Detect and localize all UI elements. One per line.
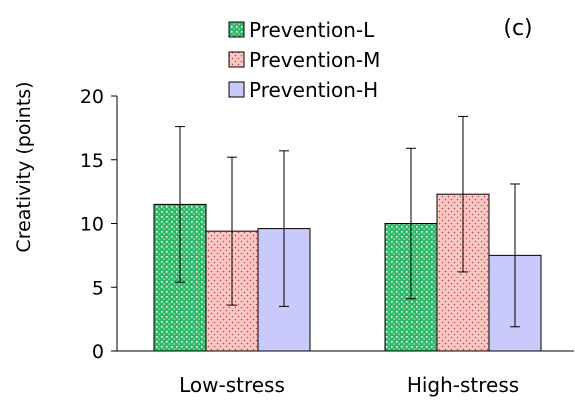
x-category-label: High-stress (407, 373, 519, 397)
error-bars (175, 115, 520, 328)
x-category-labels: Low-stress High-stress (179, 373, 519, 397)
y-ticks: 0 5 10 15 20 (80, 86, 117, 363)
legend-swatch (228, 21, 245, 38)
y-tick-label: 15 (80, 150, 104, 172)
bars (153, 193, 542, 352)
y-tick-label: 5 (92, 277, 104, 299)
legend-label: Prevention-M (249, 48, 380, 72)
legend-label: Prevention-H (249, 78, 378, 102)
y-axis-label: Creativity (points) (13, 81, 35, 252)
panel-label: (c) (503, 16, 532, 41)
legend: Prevention-L Prevention-M Prevention-H (228, 18, 380, 102)
x-category-label: Low-stress (179, 373, 285, 397)
legend-swatch (228, 81, 245, 98)
y-tick-label: 0 (92, 341, 104, 363)
legend-swatch (228, 51, 245, 68)
legend-label: Prevention-L (249, 18, 375, 42)
y-tick-label: 10 (80, 214, 104, 236)
y-tick-label: 20 (80, 86, 104, 108)
